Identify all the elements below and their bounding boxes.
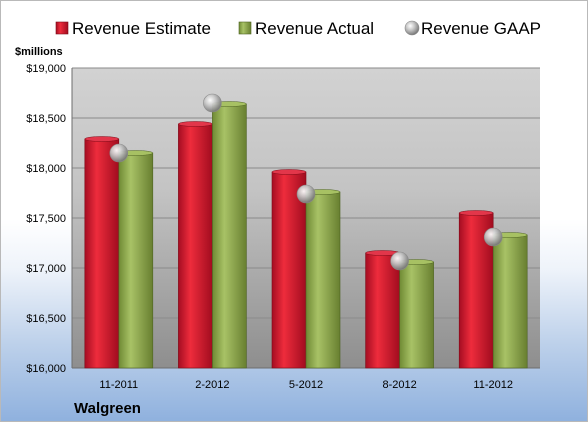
bar-revenue-estimate	[84, 138, 120, 369]
bar-revenue-estimate-top	[84, 136, 120, 142]
bar-revenue-actual	[118, 152, 154, 369]
legend-revenue-gaap-label: Revenue GAAP	[421, 19, 541, 38]
marker-revenue-gaap	[203, 93, 222, 113]
bar-revenue-estimate	[178, 123, 213, 369]
bar-revenue-estimate	[271, 171, 307, 369]
bar-revenue-estimate	[365, 252, 400, 369]
marker-revenue-gaap	[296, 184, 316, 204]
x-tick-label: 11-2011	[99, 379, 138, 391]
y-axis-unit-label: $millions	[15, 46, 63, 58]
y-tick-label: $16,000	[26, 363, 66, 375]
legend-revenue-estimate-label: Revenue Estimate	[72, 19, 211, 38]
legend: Revenue Estimate Revenue Actual Revenue GA…	[55, 19, 541, 38]
bars	[84, 101, 528, 369]
x-tick-label: 11-2012	[473, 379, 513, 391]
legend-revenue-gaap-swatch	[404, 20, 420, 36]
bar-revenue-actual	[212, 103, 247, 369]
bar-revenue-actual	[492, 234, 528, 369]
y-tick-label: $18,000	[26, 163, 66, 175]
bar-revenue-estimate-top	[458, 210, 494, 216]
y-tick-label: $19,000	[26, 63, 66, 75]
legend-revenue-estimate-swatch	[55, 21, 69, 35]
gaap-markers	[109, 93, 503, 271]
bar-revenue-actual	[399, 261, 434, 369]
bar-revenue-estimate-top	[271, 169, 307, 175]
x-tick-label: 5-2012	[289, 379, 323, 391]
bar-revenue-estimate-top	[178, 121, 213, 127]
marker-revenue-gaap	[109, 143, 129, 163]
x-tick-label: 8-2012	[382, 379, 416, 391]
y-tick-label: $16,500	[26, 313, 66, 325]
marker-revenue-gaap	[390, 251, 409, 271]
marker-revenue-gaap	[483, 227, 503, 247]
x-tick-label: 2-2012	[195, 379, 229, 391]
y-tick-label: $18,500	[26, 113, 66, 125]
legend-revenue-actual-swatch	[238, 21, 252, 35]
company-label: Walgreen	[74, 400, 141, 417]
bar-revenue-actual	[305, 191, 341, 369]
y-tick-label: $17,500	[26, 213, 66, 225]
legend-revenue-actual-label: Revenue Actual	[255, 19, 374, 38]
y-tick-label: $17,000	[26, 263, 66, 275]
